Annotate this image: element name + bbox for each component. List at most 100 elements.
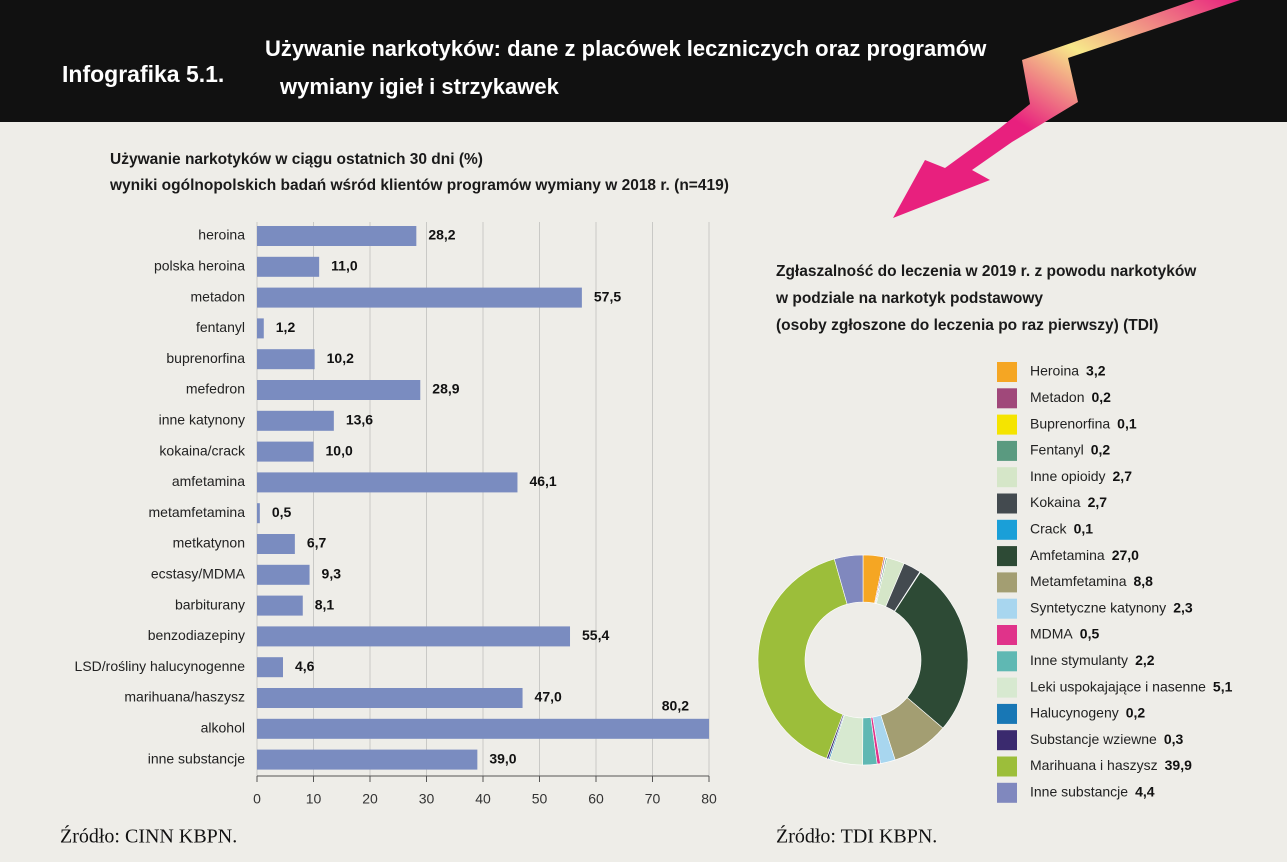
bar	[257, 750, 477, 770]
legend-value: 8,8	[1133, 573, 1153, 589]
legend-value: 0,5	[1080, 626, 1100, 642]
legend-label: Crack	[1030, 521, 1068, 537]
bar	[257, 534, 295, 554]
legend-swatch	[997, 678, 1017, 698]
category-label: LSD/rośliny halucynogenne	[75, 658, 246, 674]
legend-value: 2,2	[1135, 652, 1155, 668]
legend-swatch	[997, 520, 1017, 540]
legend-label: MDMA	[1030, 626, 1073, 642]
bar	[257, 657, 283, 677]
bar	[257, 565, 310, 585]
value-label: 0,5	[272, 504, 292, 520]
category-label: kokaina/crack	[159, 442, 246, 458]
legend-label: Syntetyczne katynony	[1030, 599, 1166, 615]
category-label: fentanyl	[196, 319, 245, 335]
value-label: 55,4	[582, 627, 609, 643]
x-tick-label: 10	[306, 791, 322, 807]
chart-title: (osoby zgłoszone do leczenia po raz pier…	[776, 317, 1158, 334]
page: { "header": { "label": "Infografika 5.1.…	[0, 0, 1287, 857]
legend-swatch	[997, 572, 1017, 592]
bar	[257, 257, 319, 277]
header-title: Używanie narkotyków: dane z placówek lec…	[265, 36, 987, 61]
legend-label: Inne substancje	[1030, 784, 1128, 800]
bar	[257, 472, 517, 492]
bar	[257, 318, 264, 338]
legend-label: Amfetamina	[1030, 547, 1105, 563]
legend-value: 0,1	[1117, 415, 1137, 431]
bars	[257, 226, 710, 770]
category-label: buprenorfina	[166, 350, 245, 366]
legend-swatch	[997, 388, 1017, 408]
value-label: 9,3	[322, 566, 342, 582]
x-tick-label: 50	[532, 791, 548, 807]
legend-label: Metadon	[1030, 389, 1084, 405]
category-label: inne katynony	[159, 412, 245, 428]
source: Źródło: CINN KBPN.	[60, 825, 237, 848]
category-label: marihuana/haszysz	[124, 689, 245, 705]
category-label: alkohol	[201, 720, 245, 736]
category-label: benzodiazepiny	[148, 627, 245, 643]
category-label: amfetamina	[172, 473, 245, 489]
category-label: inne substancje	[148, 750, 246, 766]
value-label: 8,1	[315, 596, 335, 612]
legend-swatch	[997, 599, 1017, 619]
value-label: 4,6	[295, 658, 315, 674]
x-tick-label: 70	[645, 791, 661, 807]
value-label: 39,0	[489, 750, 516, 766]
value-label: 28,2	[428, 227, 455, 243]
legend-value: 2,3	[1173, 599, 1193, 615]
value-label: 6,7	[307, 535, 327, 551]
bar	[257, 411, 334, 431]
legend-value: 2,7	[1113, 468, 1133, 484]
legend-swatch	[997, 651, 1017, 671]
bar	[257, 380, 420, 400]
legend-swatch	[997, 704, 1017, 724]
category-label: mefedron	[186, 381, 245, 397]
legend-value: 0,2	[1091, 389, 1111, 405]
value-label: 47,0	[535, 689, 562, 705]
legend-value: 0,3	[1164, 731, 1184, 747]
bar	[257, 226, 416, 246]
legend-swatch	[997, 757, 1017, 777]
category-label: metkatynon	[173, 535, 245, 551]
legend-label: Inne opioidy	[1030, 468, 1106, 484]
legend-label: Metamfetamina	[1030, 573, 1127, 589]
category-label: polska heroina	[154, 258, 245, 274]
value-label: 57,5	[594, 288, 621, 304]
source: Źródło: TDI KBPN.	[776, 825, 937, 848]
legend-label: Fentanyl	[1030, 442, 1084, 458]
legend-swatch	[997, 415, 1017, 435]
legend-swatch	[997, 546, 1017, 566]
legend-label: Buprenorfina	[1030, 415, 1110, 431]
legend-label: Heroina	[1030, 363, 1079, 379]
bar	[257, 442, 314, 462]
chart-subtitle: wyniki ogólnopolskich badań wśród klient…	[109, 177, 729, 194]
legend-label: Kokaina	[1030, 494, 1081, 510]
bar	[257, 719, 710, 739]
legend-swatch	[997, 730, 1017, 750]
legend-value: 2,7	[1088, 494, 1108, 510]
value-label: 1,2	[276, 319, 296, 335]
chart-title: Używanie narkotyków w ciągu ostatnich 30…	[110, 151, 483, 168]
legend-label: Substancje wziewne	[1030, 731, 1157, 747]
category-label: barbiturany	[175, 596, 245, 612]
legend-value: 27,0	[1112, 547, 1139, 563]
category-label: metamfetamina	[149, 504, 246, 520]
legend-swatch	[997, 494, 1017, 514]
bar	[257, 688, 523, 708]
legend-value: 39,9	[1165, 757, 1192, 773]
legend-swatch	[997, 783, 1017, 803]
bar	[257, 626, 570, 646]
chart-title: Zgłaszalność do leczenia w 2019 r. z pow…	[776, 263, 1197, 280]
x-tick-label: 0	[253, 791, 261, 807]
legend-swatch	[997, 625, 1017, 645]
x-tick-label: 60	[588, 791, 604, 807]
legend-swatch	[997, 467, 1017, 487]
legend-swatch	[997, 362, 1017, 382]
bar	[257, 288, 582, 308]
x-tick-label: 30	[419, 791, 435, 807]
legend-value: 4,4	[1135, 784, 1155, 800]
category-label: ecstasy/MDMA	[151, 566, 246, 582]
legend-label: Leki uspokajające i nasenne	[1030, 678, 1206, 694]
x-tick-label: 40	[475, 791, 491, 807]
